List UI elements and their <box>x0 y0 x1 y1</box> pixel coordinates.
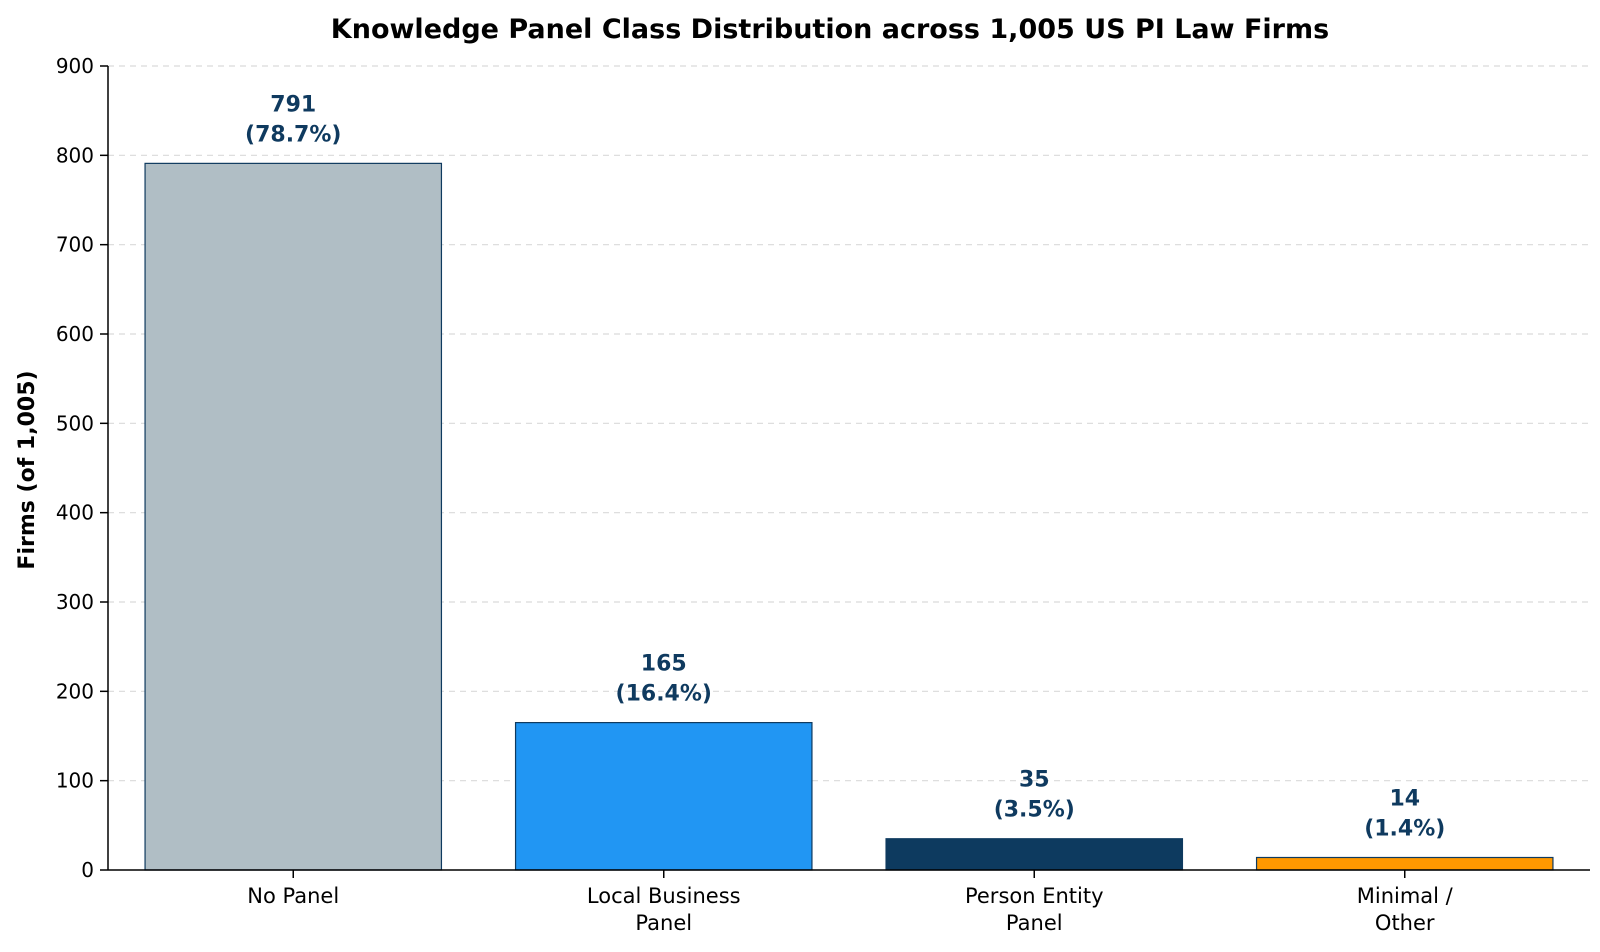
data-label-value: 791 <box>270 92 316 117</box>
x-tick-label: Minimal / <box>1357 884 1454 908</box>
y-tick-label: 700 <box>56 233 94 257</box>
y-tick-label: 100 <box>56 769 94 793</box>
data-label-percent: (78.7%) <box>245 122 341 147</box>
data-label-percent: (1.4%) <box>1364 816 1445 841</box>
x-tick-label: Panel <box>1006 911 1063 935</box>
chart-title: Knowledge Panel Class Distribution acros… <box>331 14 1329 45</box>
x-tick-label: No Panel <box>247 884 339 908</box>
x-tick-label: Person Entity <box>965 884 1104 908</box>
bar <box>1255 856 1554 871</box>
y-tick-label: 600 <box>56 322 94 346</box>
y-tick-label: 800 <box>56 143 94 167</box>
data-labels: 791 (78.7%) 165 (16.4%) 35 (3.5%) 14 (1.4%) <box>245 92 1445 841</box>
x-tick-labels: No Panel Local Business Panel Person Entity… <box>247 870 1454 935</box>
data-label-value: 165 <box>641 652 687 677</box>
y-axis-title: Firms (of 1,005) <box>15 370 40 569</box>
y-tick-label: 400 <box>56 501 94 525</box>
data-label-value: 35 <box>1019 768 1050 793</box>
axes <box>107 66 1590 871</box>
y-tick-label: 300 <box>56 590 94 614</box>
data-label-value: 14 <box>1389 786 1420 811</box>
x-tick-label: Other <box>1375 911 1435 935</box>
bar <box>514 721 813 871</box>
y-tick-label: 0 <box>81 858 94 882</box>
y-tick-label: 500 <box>56 411 94 435</box>
x-tick-label: Local Business <box>587 884 741 908</box>
bar <box>885 838 1184 871</box>
y-tick-label: 200 <box>56 679 94 703</box>
bar <box>144 162 443 871</box>
bars <box>144 162 1554 871</box>
y-tick-label: 900 <box>56 54 94 78</box>
x-tick-label: Panel <box>635 911 692 935</box>
y-ticks: 0 100 200 300 400 500 600 700 800 900 <box>56 54 108 882</box>
data-label-percent: (16.4%) <box>616 682 712 707</box>
data-label-percent: (3.5%) <box>994 798 1075 823</box>
